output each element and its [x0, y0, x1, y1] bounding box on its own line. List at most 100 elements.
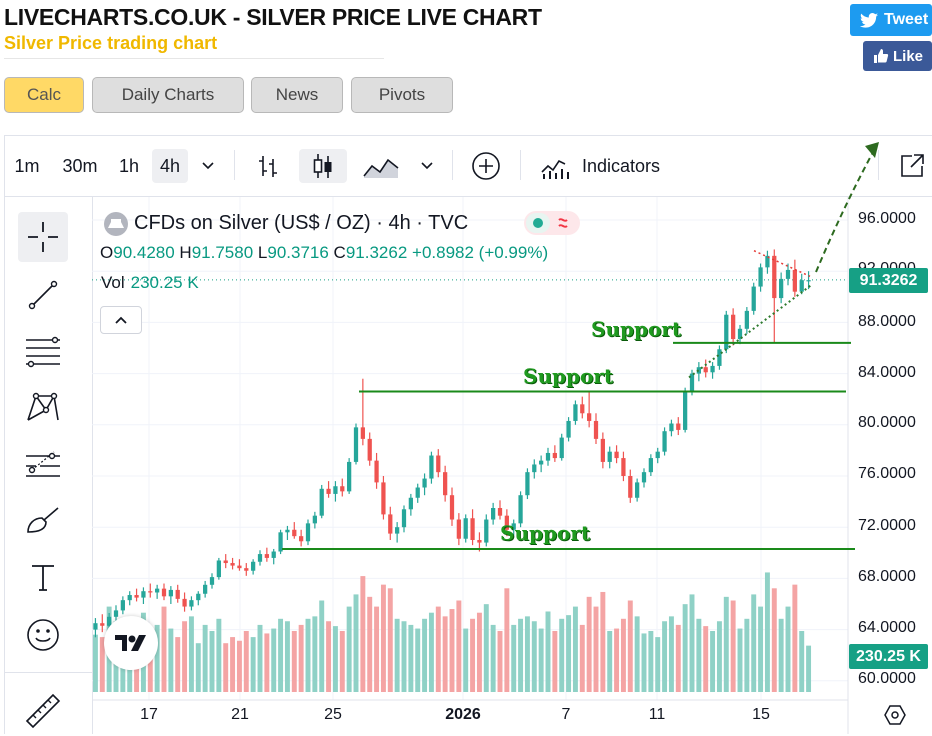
- volume-bar: [483, 604, 489, 692]
- plus-circle-icon: [472, 152, 500, 180]
- volume-bar: [168, 628, 174, 692]
- tab-news[interactable]: News: [251, 77, 343, 113]
- volume-bar: [634, 616, 640, 692]
- interval-30m[interactable]: 30m: [62, 155, 98, 176]
- candle-body: [251, 561, 256, 571]
- text-tool[interactable]: [18, 552, 68, 602]
- interval-1m[interactable]: 1m: [14, 155, 40, 176]
- volume-bar: [394, 618, 400, 692]
- volume-bar: [518, 618, 524, 692]
- volume-bar: [332, 626, 338, 692]
- candle-body: [792, 269, 797, 292]
- volume-bar: [339, 631, 345, 692]
- collapse-legend-button[interactable]: [100, 306, 142, 334]
- candle-body: [203, 584, 208, 594]
- volume-bar: [175, 637, 181, 692]
- descending-trendline: [753, 250, 811, 278]
- volume-bar: [751, 594, 757, 692]
- tweet-button[interactable]: Tweet: [850, 4, 932, 36]
- bar-style-button[interactable]: [248, 149, 288, 183]
- candle-body: [662, 431, 667, 452]
- volume-bar: [579, 624, 585, 692]
- volume-bar: [785, 606, 791, 692]
- candle-body: [107, 616, 112, 626]
- volume-bar: [703, 626, 709, 692]
- market-status-badge[interactable]: [524, 211, 580, 235]
- volume-bar: [367, 596, 373, 692]
- brush-tool[interactable]: [18, 496, 68, 546]
- volume-bar: [696, 618, 702, 692]
- pattern-icon: [27, 392, 59, 421]
- interval-4h[interactable]: 4h: [152, 149, 188, 183]
- emoji-icon: [27, 619, 59, 651]
- divider: [452, 150, 453, 180]
- chart-settings-button[interactable]: [884, 704, 906, 731]
- candle-body: [244, 568, 249, 571]
- volume-bar: [566, 615, 572, 692]
- candle-body: [744, 310, 749, 329]
- volume-bar: [374, 606, 380, 692]
- chart-widget: [4, 135, 932, 734]
- volume-bar: [271, 628, 277, 692]
- price-tick: 84.0000: [858, 364, 916, 381]
- candle-body: [395, 527, 400, 534]
- candles-style-button[interactable]: [299, 149, 347, 183]
- volume-bar: [662, 621, 668, 692]
- tab-pivots[interactable]: Pivots: [351, 77, 453, 113]
- candle-body: [196, 593, 201, 601]
- emoji-tool[interactable]: [18, 610, 68, 660]
- interval-dropdown[interactable]: [194, 149, 222, 183]
- volume-bar: [758, 606, 764, 692]
- pattern-tool[interactable]: [18, 382, 68, 432]
- crosshair-tool[interactable]: [18, 212, 68, 262]
- chevron-up-icon: [115, 316, 127, 324]
- close-label: C: [333, 243, 346, 262]
- interval-1h[interactable]: 1h: [118, 155, 140, 176]
- tab-daily-charts[interactable]: Daily Charts: [92, 77, 244, 113]
- volume-bar: [716, 621, 722, 692]
- volume-bar: [730, 600, 736, 692]
- candle-body: [285, 529, 290, 533]
- volume-bar: [524, 616, 530, 692]
- candle-body: [511, 523, 516, 530]
- candle-body: [155, 588, 160, 593]
- time-tick: 21: [231, 706, 249, 723]
- candle-body: [600, 438, 605, 462]
- divider: [4, 58, 384, 59]
- candle-body: [621, 458, 626, 476]
- volume-bar: [531, 621, 537, 692]
- ruler-tool[interactable]: [18, 686, 68, 736]
- area-style-button[interactable]: [358, 149, 404, 183]
- candle-body: [635, 482, 640, 498]
- candle-body: [100, 623, 105, 626]
- like-button[interactable]: Like: [863, 41, 932, 71]
- tab-calc[interactable]: Calc: [4, 77, 84, 113]
- volume-bar: [607, 631, 613, 692]
- price-tick: 88.0000: [858, 313, 916, 330]
- candle-body: [127, 595, 132, 601]
- projection-tool[interactable]: [18, 440, 68, 490]
- volume-bar: [463, 628, 469, 692]
- volume-bar: [326, 621, 332, 692]
- symbol-title[interactable]: CFDs on Silver (US$ / OZ) · 4h · TVC: [134, 212, 469, 234]
- volume-bar: [401, 621, 407, 692]
- brush-icon: [27, 507, 59, 533]
- fib-tool[interactable]: [18, 326, 68, 376]
- candle-body: [779, 278, 784, 299]
- chevron-down-icon: [202, 162, 214, 170]
- candlesticks: [93, 249, 811, 638]
- price-tick: 68.0000: [858, 568, 916, 585]
- trend-line-icon: [28, 280, 58, 310]
- price-tick: 60.0000: [858, 670, 916, 687]
- tradingview-logo[interactable]: [104, 616, 158, 670]
- candle-body: [93, 623, 98, 630]
- support-lines: [282, 341, 855, 550]
- volume-bar: [682, 604, 688, 692]
- indicators-button[interactable]: Indicators: [540, 149, 684, 183]
- volume-bar: [442, 616, 448, 692]
- compare-button[interactable]: [468, 149, 504, 183]
- style-dropdown[interactable]: [413, 149, 441, 183]
- trend-line-tool[interactable]: [18, 270, 68, 320]
- fullscreen-button[interactable]: [894, 149, 930, 183]
